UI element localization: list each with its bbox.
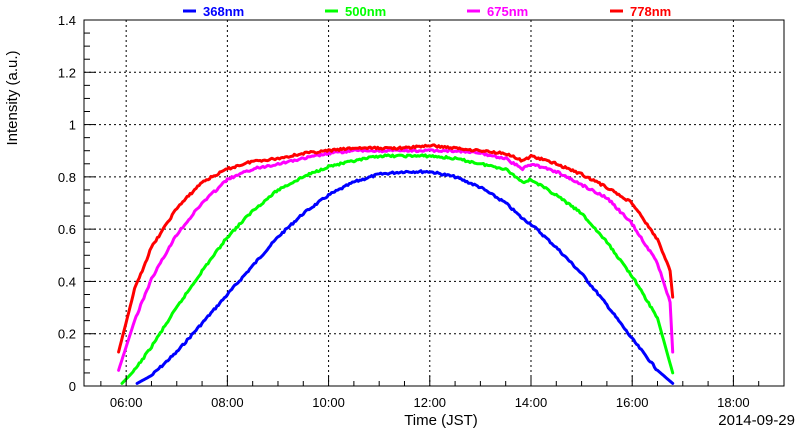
x-tick-label: 10:00 (312, 395, 345, 410)
y-tick-label: 1 (69, 118, 76, 133)
y-tick-label: 0.2 (58, 327, 76, 342)
x-tick-label: 08:00 (211, 395, 244, 410)
x-tick-label: 16:00 (616, 395, 649, 410)
legend: 368nm 500nm 675nm 778nm (183, 4, 671, 19)
series-lines (117, 143, 675, 385)
axis-ticks: 06:00 08:00 10:00 12:00 14:00 16:00 18:00 0 0.2 0… (58, 13, 785, 410)
x-axis-title: Time (JST) (404, 412, 478, 429)
y-tick-label: 1.4 (58, 13, 76, 28)
x-tick-label: 12:00 (414, 395, 447, 410)
x-tick-label: 14:00 (515, 395, 548, 410)
x-tick-label: 18:00 (717, 395, 750, 410)
series-line-368nm (135, 169, 675, 385)
series-line-778nm (117, 143, 675, 354)
y-axis-title: Intensity (a.u.) (4, 50, 21, 145)
date-label: 2014-09-29 (718, 412, 795, 429)
y-tick-label: 0 (69, 379, 76, 394)
legend-label: 368nm (203, 4, 244, 19)
series-line-500nm (120, 153, 675, 385)
legend-label: 778nm (630, 4, 671, 19)
plot-frame (83, 19, 785, 387)
x-tick-label: 06:00 (110, 395, 143, 410)
y-tick-label: 0.6 (58, 222, 76, 237)
legend-label: 675nm (487, 4, 528, 19)
y-tick-label: 0.8 (58, 170, 76, 185)
y-tick-label: 0.4 (58, 274, 76, 289)
grid-lines (84, 20, 784, 386)
y-tick-label: 1.2 (58, 65, 76, 80)
legend-label: 500nm (345, 4, 386, 19)
